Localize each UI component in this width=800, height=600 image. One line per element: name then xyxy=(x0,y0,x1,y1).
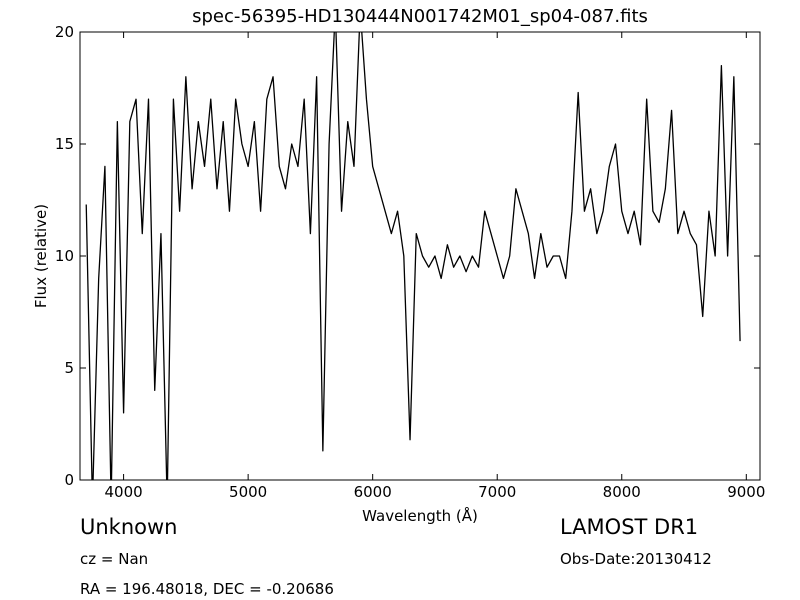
y-axis-label: Flux (relative) xyxy=(32,204,50,308)
plot-frame xyxy=(79,31,761,481)
x-tick-label: 4000 xyxy=(104,483,142,501)
coordinates: RA = 196.48018, DEC = -0.20686 xyxy=(80,580,334,598)
x-tick-label: 5000 xyxy=(229,483,267,501)
y-tick-label: 20 xyxy=(55,23,74,41)
y-tick-label: 10 xyxy=(55,247,74,265)
x-tick-label: 9000 xyxy=(727,483,765,501)
y-tick-label: 15 xyxy=(55,135,74,153)
obs-date: Obs-Date:20130412 xyxy=(560,550,712,568)
redshift: cz = Nan xyxy=(80,550,148,568)
y-tick-label: 0 xyxy=(64,471,74,489)
x-axis-label: Wavelength (Å) xyxy=(362,506,478,525)
object-class: Unknown xyxy=(80,515,177,539)
spectrum-line xyxy=(85,32,741,480)
x-tick-label: 8000 xyxy=(603,483,641,501)
x-tick-label: 6000 xyxy=(354,483,392,501)
survey: LAMOST DR1 xyxy=(560,515,698,539)
plot-area xyxy=(85,32,741,480)
y-tick-label: 5 xyxy=(64,359,74,377)
chart-title: spec-56395-HD130444N001742M01_sp04-087.f… xyxy=(192,6,648,27)
x-tick-label: 7000 xyxy=(478,483,516,501)
